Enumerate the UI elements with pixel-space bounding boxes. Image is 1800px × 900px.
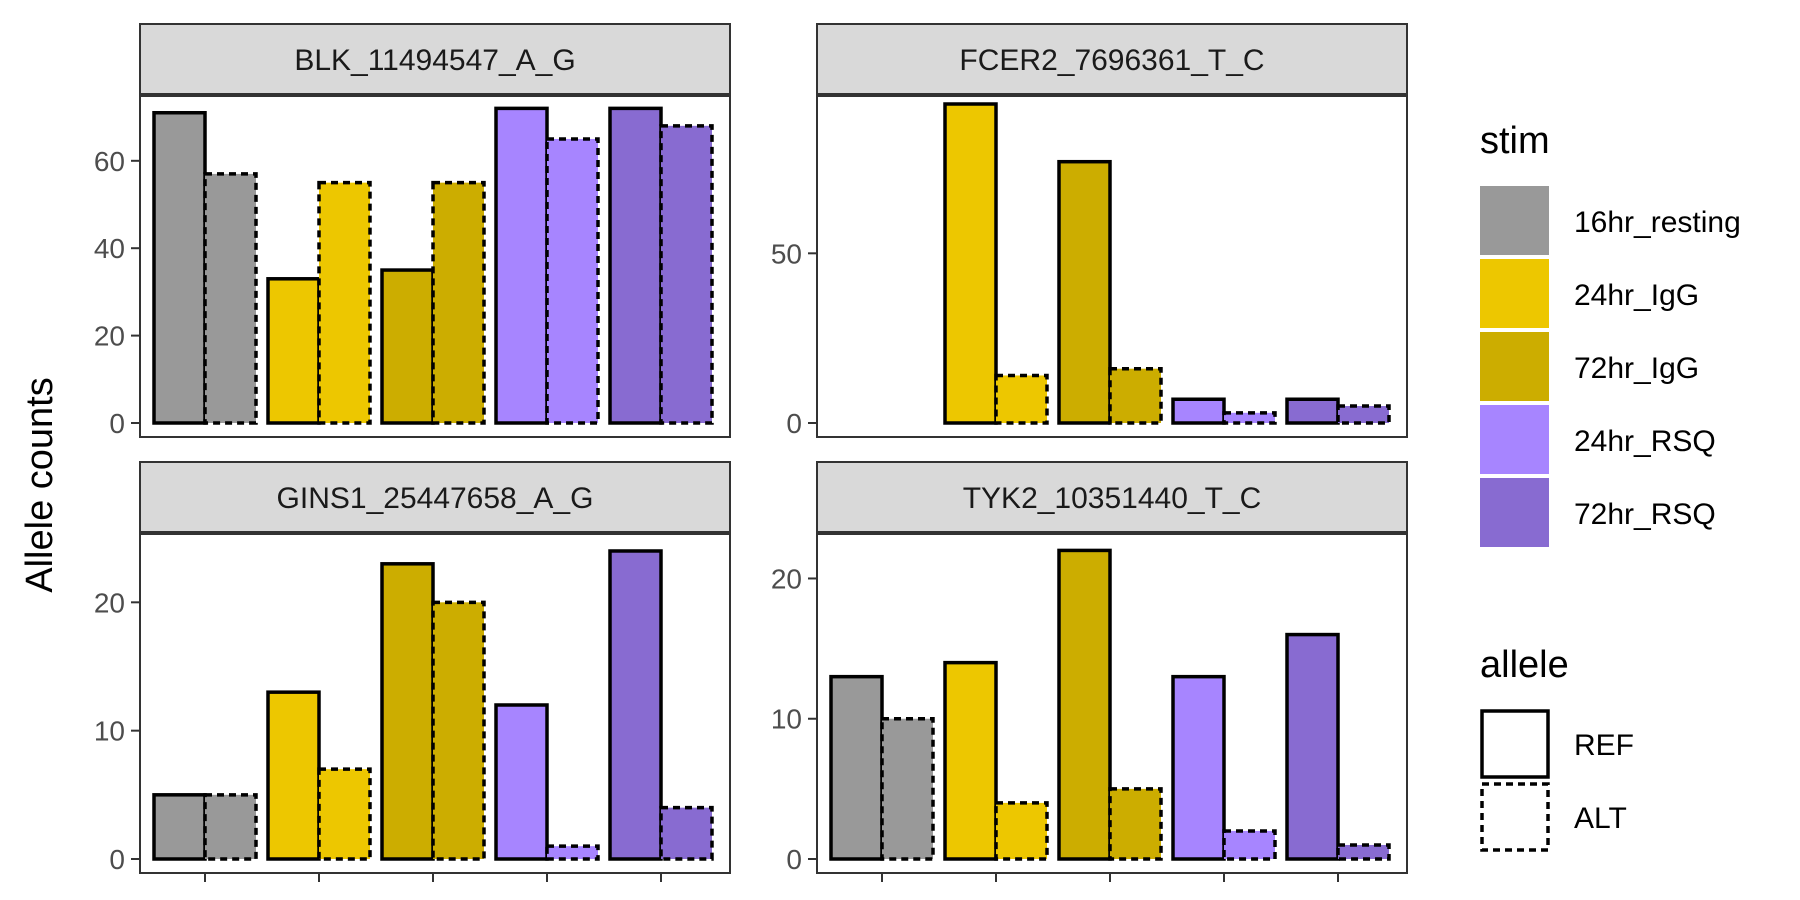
bar-16hr_resting-REF [152, 110, 207, 425]
bar-24hr_IgG-REF [266, 277, 321, 425]
y-tick-label: 60 [94, 146, 125, 177]
y-tick-label: 0 [786, 844, 802, 875]
bar-24hr_IgG-ALT [317, 180, 372, 425]
bar-16hr_resting-REF [829, 674, 884, 861]
legend-title-allele: allele [1480, 644, 1569, 686]
legend-key-ALT [1480, 782, 1550, 852]
bar-72hr_RSQ-ALT [659, 805, 714, 861]
y-tick-label: 50 [771, 238, 802, 269]
bar-24hr_RSQ-ALT [545, 844, 600, 861]
y-tick-label: 0 [109, 408, 125, 439]
bar-24hr_RSQ-REF [494, 106, 549, 425]
y-tick-label: 0 [109, 844, 125, 875]
bar-72hr_IgG-REF [1057, 159, 1112, 425]
bar-24hr_RSQ-ALT [1222, 411, 1277, 425]
y-tick-label: 10 [771, 704, 802, 735]
legend-key-16hr_resting [1480, 186, 1549, 255]
panel-strip [816, 23, 1408, 95]
bar-24hr_RSQ-REF [1171, 674, 1226, 861]
y-tick-label: 40 [94, 233, 125, 264]
y-tick-label: 0 [786, 408, 802, 439]
legend-key-REF [1480, 709, 1550, 779]
panels: BLK_11494547_A_G 0 20 40 60 FCER2_7696361_T_C… [94, 23, 1408, 882]
bar-72hr_IgG-REF [380, 562, 435, 861]
y-tick-label: 20 [94, 587, 125, 618]
y-tick-label: 20 [771, 563, 802, 594]
legend-key-24hr_RSQ [1480, 405, 1549, 474]
legend-key-24hr_IgG [1480, 259, 1549, 328]
bar-24hr_IgG-REF [943, 660, 998, 861]
panel-title: BLK_11494547_A_G [294, 44, 575, 77]
bar-16hr_resting-REF [152, 793, 207, 861]
bar-24hr_IgG-REF [943, 102, 998, 425]
legend-label-ALT: ALT [1574, 802, 1627, 835]
panel-3: GINS1_25447658_A_G 0 10 20 [94, 461, 731, 882]
panel-strip [816, 461, 1408, 533]
legend-key-72hr_RSQ [1480, 478, 1549, 547]
panel-title: FCER2_7696361_T_C [959, 44, 1264, 77]
panel-title: TYK2_10351440_T_C [963, 482, 1262, 515]
y-tick-label: 20 [94, 321, 125, 352]
bar-16hr_resting-ALT [203, 172, 258, 425]
bar-24hr_IgG-ALT [994, 801, 1049, 861]
bar-24hr_IgG-ALT [994, 373, 1049, 425]
bar-16hr_resting-ALT [880, 716, 935, 861]
bar-24hr_IgG-REF [266, 690, 321, 861]
legend-label-72hr_IgG: 72hr_IgG [1574, 352, 1699, 385]
bar-72hr_IgG-ALT [431, 600, 486, 861]
legend-label-24hr_RSQ: 24hr_RSQ [1574, 425, 1716, 458]
bar-24hr_RSQ-REF [494, 703, 549, 861]
bar-24hr_RSQ-ALT [1222, 829, 1277, 861]
legend-label-REF: REF [1574, 729, 1634, 762]
legend-label-16hr_resting: 16hr_resting [1574, 206, 1741, 239]
panel-1: BLK_11494547_A_G 0 20 40 60 [94, 23, 731, 439]
y-tick-label: 10 [94, 716, 125, 747]
bar-72hr_IgG-ALT [1108, 366, 1163, 425]
bar-72hr_RSQ-REF [1285, 632, 1340, 861]
legend-label-24hr_IgG: 24hr_IgG [1574, 279, 1699, 312]
legend: stim 16hr_resting 24hr_IgG 72hr_IgG 24hr_RSQ… [1480, 120, 1741, 852]
bar-72hr_IgG-ALT [431, 180, 486, 425]
bar-72hr_IgG-REF [1057, 548, 1112, 861]
bar-24hr_RSQ-ALT [545, 137, 600, 425]
bar-16hr_resting-ALT [203, 793, 258, 861]
legend-key-72hr_IgG [1480, 332, 1549, 401]
bar-24hr_IgG-ALT [317, 767, 372, 861]
panel-2: FCER2_7696361_T_C 0 50 [771, 23, 1408, 439]
bar-72hr_RSQ-REF [1285, 397, 1340, 425]
bar-72hr_IgG-ALT [1108, 787, 1163, 861]
legend-title-stim: stim [1480, 120, 1550, 162]
panel-strip [139, 461, 731, 533]
bar-72hr_RSQ-REF [608, 549, 663, 861]
bar-72hr_RSQ-ALT [1336, 404, 1391, 425]
bar-72hr_RSQ-ALT [659, 124, 714, 425]
bar-24hr_RSQ-REF [1171, 397, 1226, 425]
bar-72hr_RSQ-ALT [1336, 843, 1391, 861]
bar-72hr_RSQ-REF [608, 106, 663, 425]
panel-title: GINS1_25447658_A_G [277, 482, 594, 515]
panel-4: TYK2_10351440_T_C 0 10 20 [771, 461, 1408, 882]
legend-label-72hr_RSQ: 72hr_RSQ [1574, 498, 1716, 531]
panel-strip [139, 23, 731, 95]
y-axis-title: Allele counts [19, 377, 61, 592]
bar-72hr_IgG-REF [380, 268, 435, 425]
